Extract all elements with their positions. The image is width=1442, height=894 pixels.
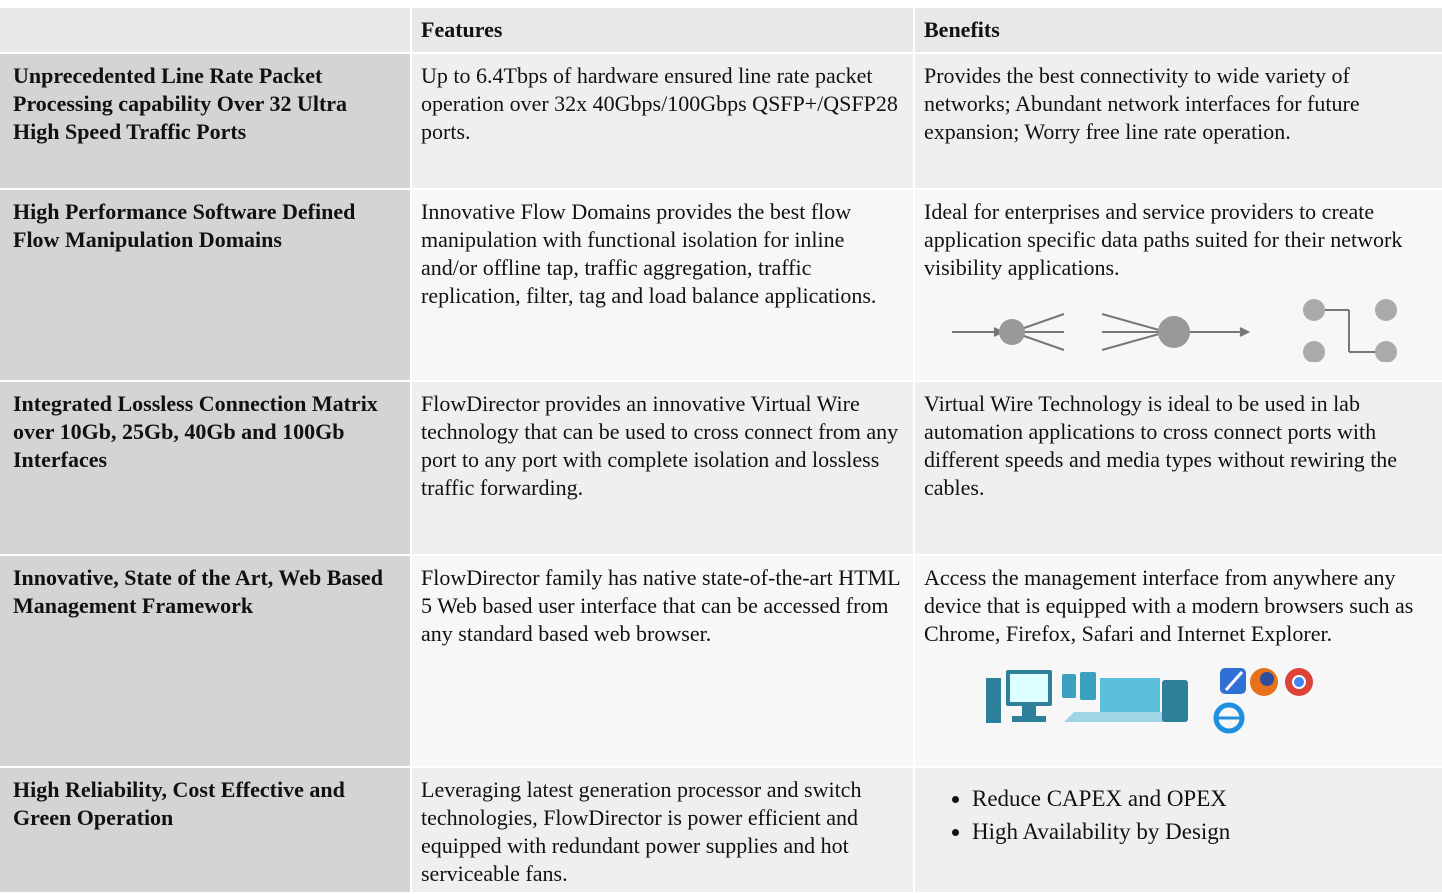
benefits-list: Reduce CAPEX and OPEX High Availability … (924, 782, 1438, 848)
device-icons (986, 668, 1313, 734)
features-cell: FlowDirector family has native state-of-… (412, 556, 913, 766)
row: Unprecedented Line Rate Packet Processin… (0, 54, 1442, 188)
benefits-cell: Ideal for enterprises and service provid… (915, 190, 1442, 380)
features-cell: Up to 6.4Tbps of hardware ensured line r… (412, 54, 913, 188)
benefits-text: Ideal for enterprises and service provid… (924, 199, 1403, 280)
benefits-cell: Provides the best connectivity to wide v… (915, 54, 1442, 188)
benefit-item: High Availability by Design (972, 815, 1438, 848)
row: Innovative, State of the Art, Web Based … (0, 556, 1442, 766)
header-cell: Benefits (915, 8, 1442, 52)
row: High Performance Software Defined Flow M… (0, 190, 1442, 380)
benefits-cell: Virtual Wire Technology is ideal to be u… (915, 382, 1442, 554)
features-cell: Leveraging latest generation processor a… (412, 768, 913, 892)
row-label: Integrated Lossless Connection Matrix ov… (0, 382, 410, 554)
benefits-cell: Reduce CAPEX and OPEX High Availability … (915, 768, 1442, 892)
row-label: Innovative, State of the Art, Web Based … (0, 556, 410, 766)
header-row: Features Benefits (0, 8, 1442, 52)
row-label: Unprecedented Line Rate Packet Processin… (0, 54, 410, 188)
row: High Reliability, Cost Effective and Gre… (0, 768, 1442, 892)
features-table: Features Benefits Unprecedented Line Rat… (0, 6, 1442, 894)
features-cell: Innovative Flow Domains provides the bes… (412, 190, 913, 380)
header-empty (0, 8, 410, 52)
benefit-item: Reduce CAPEX and OPEX (972, 782, 1438, 815)
features-cell: FlowDirector provides an innovative Virt… (412, 382, 913, 554)
header-cell: Features (412, 8, 913, 52)
row: Integrated Lossless Connection Matrix ov… (0, 382, 1442, 554)
row-label: High Performance Software Defined Flow M… (0, 190, 410, 380)
flow-icons (952, 299, 1397, 362)
benefits-text: Access the management interface from any… (924, 565, 1414, 646)
row-label: High Reliability, Cost Effective and Gre… (0, 768, 410, 892)
benefits-cell: Access the management interface from any… (915, 556, 1442, 766)
